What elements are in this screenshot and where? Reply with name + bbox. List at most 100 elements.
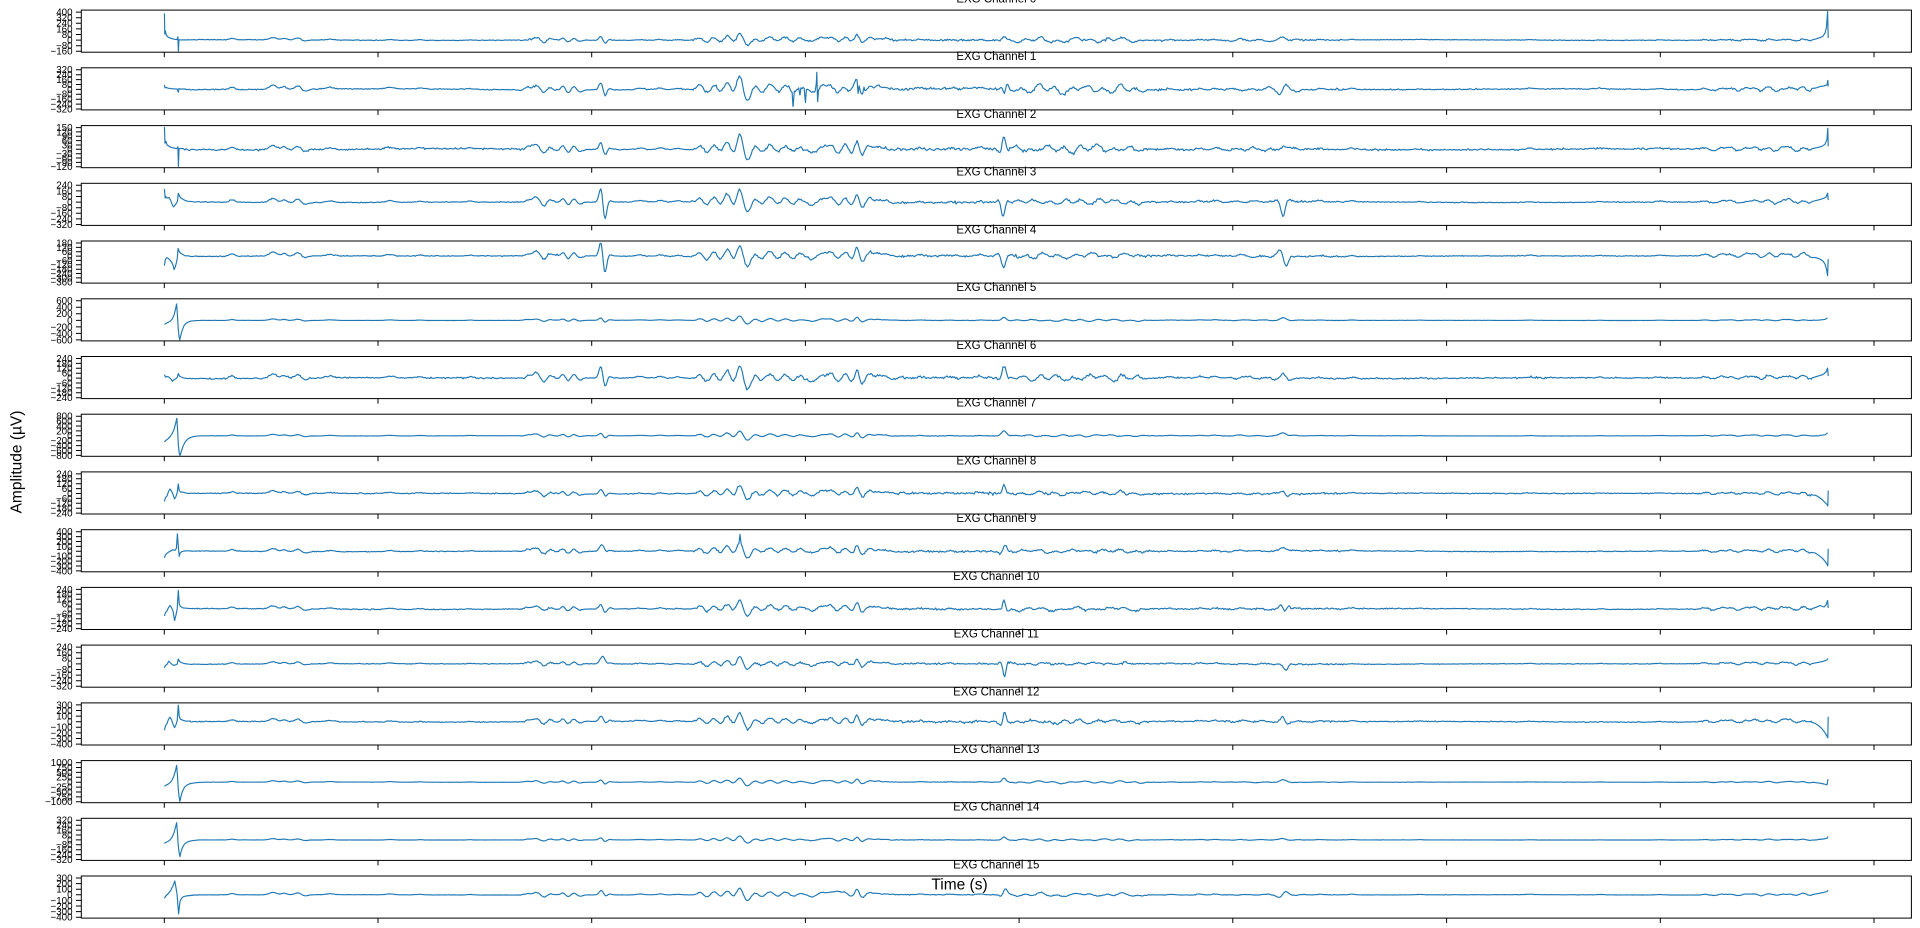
svg-text:−320: −320 [51, 104, 74, 115]
svg-text:120: 120 [56, 479, 73, 490]
svg-text:−200: −200 [51, 557, 74, 568]
svg-text:EXG Channel 5: EXG Channel 5 [956, 282, 1036, 294]
svg-text:−160: −160 [51, 671, 74, 682]
svg-text:−400: −400 [51, 913, 74, 923]
svg-text:−240: −240 [51, 509, 74, 520]
svg-text:320: 320 [56, 65, 73, 76]
svg-text:−160: −160 [51, 845, 74, 856]
svg-text:−120: −120 [51, 162, 74, 173]
svg-text:300: 300 [56, 873, 73, 884]
svg-text:400: 400 [56, 8, 73, 19]
svg-text:−750: −750 [51, 792, 74, 803]
svg-text:120: 120 [56, 243, 73, 254]
svg-text:−500: −500 [51, 787, 74, 798]
svg-text:EXG Channel 15: EXG Channel 15 [953, 859, 1039, 871]
svg-text:EXG Channel 0: EXG Channel 0 [956, 0, 1036, 6]
svg-text:240: 240 [56, 181, 73, 192]
svg-text:30: 30 [62, 140, 73, 151]
svg-text:120: 120 [56, 595, 73, 606]
svg-text:−90: −90 [56, 158, 73, 169]
svg-text:−180: −180 [51, 388, 74, 399]
svg-text:−240: −240 [51, 100, 74, 111]
svg-text:200: 200 [56, 537, 73, 548]
svg-text:60: 60 [62, 136, 73, 147]
svg-text:−400: −400 [51, 740, 74, 751]
svg-text:300: 300 [56, 532, 73, 543]
svg-text:EXG Channel 14: EXG Channel 14 [953, 802, 1040, 814]
svg-text:−240: −240 [51, 393, 74, 404]
svg-text:−400: −400 [51, 566, 74, 577]
svg-text:240: 240 [56, 70, 73, 81]
svg-text:160: 160 [56, 648, 73, 659]
svg-text:−160: −160 [51, 95, 74, 106]
svg-text:120: 120 [56, 127, 73, 138]
svg-text:−320: −320 [51, 855, 74, 866]
svg-text:0: 0 [67, 374, 73, 385]
svg-text:−80: −80 [56, 840, 73, 851]
svg-text:500: 500 [56, 768, 73, 779]
svg-text:240: 240 [56, 354, 73, 365]
svg-text:EXG Channel 6: EXG Channel 6 [956, 340, 1036, 352]
svg-text:200: 200 [56, 879, 73, 890]
svg-text:180: 180 [56, 474, 73, 485]
svg-text:180: 180 [56, 359, 73, 370]
svg-text:EXG Channel 2: EXG Channel 2 [956, 109, 1036, 121]
svg-text:−400: −400 [51, 441, 74, 452]
svg-text:−200: −200 [51, 728, 74, 739]
svg-text:−320: −320 [51, 220, 74, 231]
svg-text:160: 160 [56, 75, 73, 86]
svg-text:−200: −200 [51, 436, 74, 447]
svg-text:−30: −30 [56, 149, 73, 160]
svg-text:−160: −160 [51, 47, 74, 58]
svg-text:−300: −300 [51, 273, 74, 284]
svg-text:−240: −240 [51, 269, 74, 280]
svg-text:−120: −120 [51, 260, 74, 271]
svg-text:−180: −180 [51, 504, 74, 515]
svg-text:80: 80 [62, 192, 73, 203]
svg-text:60: 60 [62, 247, 73, 258]
svg-text:240: 240 [56, 19, 73, 30]
svg-text:EXG Channel 7: EXG Channel 7 [956, 398, 1036, 410]
svg-text:0: 0 [67, 489, 73, 500]
svg-text:400: 400 [56, 421, 73, 432]
svg-text:180: 180 [56, 238, 73, 249]
svg-text:240: 240 [56, 469, 73, 480]
svg-text:160: 160 [56, 24, 73, 35]
svg-text:0: 0 [67, 835, 73, 846]
svg-text:120: 120 [56, 364, 73, 375]
svg-text:−80: −80 [56, 90, 73, 101]
svg-text:−60: −60 [56, 378, 73, 389]
svg-text:−80: −80 [56, 41, 73, 52]
svg-text:80: 80 [62, 654, 73, 665]
svg-text:600: 600 [56, 417, 73, 428]
svg-text:750: 750 [56, 763, 73, 774]
svg-text:0: 0 [67, 431, 73, 442]
svg-text:−240: −240 [51, 676, 74, 687]
svg-text:100: 100 [56, 885, 73, 896]
svg-text:−60: −60 [56, 153, 73, 164]
svg-text:−100: −100 [51, 552, 74, 563]
svg-text:0: 0 [67, 145, 73, 156]
svg-text:200: 200 [56, 706, 73, 717]
svg-text:0: 0 [67, 85, 73, 96]
svg-text:−60: −60 [56, 609, 73, 620]
svg-text:240: 240 [56, 821, 73, 832]
svg-text:90: 90 [62, 132, 73, 143]
svg-text:−1000: −1000 [45, 797, 73, 808]
svg-text:0: 0 [67, 316, 73, 327]
svg-text:160: 160 [56, 186, 73, 197]
svg-text:60: 60 [62, 484, 73, 495]
svg-text:−240: −240 [51, 214, 74, 225]
svg-text:−120: −120 [51, 383, 74, 394]
svg-text:−100: −100 [51, 723, 74, 734]
svg-text:EXG Channel 3: EXG Channel 3 [956, 167, 1036, 179]
svg-text:200: 200 [56, 426, 73, 437]
svg-text:400: 400 [56, 303, 73, 314]
svg-text:−180: −180 [51, 619, 74, 630]
svg-text:400: 400 [56, 527, 73, 538]
svg-text:240: 240 [56, 643, 73, 654]
svg-text:EXG Channel 11: EXG Channel 11 [954, 629, 1039, 641]
svg-text:0: 0 [67, 890, 73, 901]
svg-text:600: 600 [56, 296, 73, 307]
svg-text:300: 300 [56, 700, 73, 711]
